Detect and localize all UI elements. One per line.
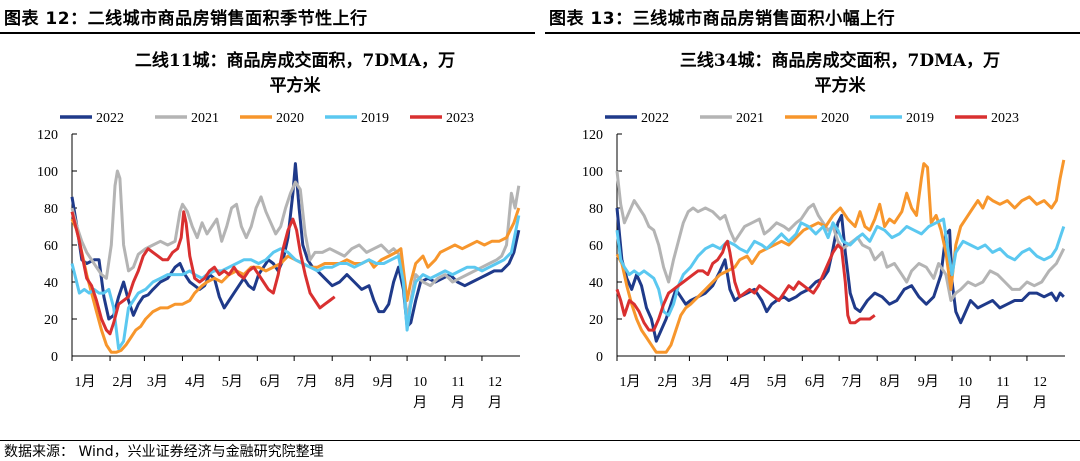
y-tick-label: 80 bbox=[44, 202, 58, 217]
x-tick-label: 12 月 bbox=[488, 375, 502, 411]
series-line-2021 bbox=[615, 170, 1066, 302]
y-tick-label: 20 bbox=[589, 313, 603, 328]
x-tick-label: 2月 bbox=[658, 374, 679, 390]
x-tick-label: 12 月 bbox=[1033, 375, 1047, 411]
x-tick-label: 10 月 bbox=[413, 375, 427, 411]
x-tick-label: 4月 bbox=[730, 374, 751, 390]
series-line-2021 bbox=[70, 169, 521, 321]
series-line-2023 bbox=[615, 239, 876, 332]
legend-label: 2019 bbox=[361, 111, 389, 126]
legend-label: 2023 bbox=[446, 111, 474, 126]
y-tick-label: 100 bbox=[582, 165, 603, 180]
y-tick-label: 80 bbox=[589, 202, 603, 217]
legend-label: 2019 bbox=[906, 111, 934, 126]
title-rule bbox=[0, 32, 535, 34]
legend-label: 2021 bbox=[736, 111, 764, 126]
figure-13-panel: 图表 13：三线城市商品房销售面积小幅上行 三线34城：商品房成交面积，7DMA… bbox=[545, 0, 1080, 440]
legend-label: 2023 bbox=[991, 111, 1019, 126]
x-tick-label: 11 月 bbox=[451, 375, 465, 411]
x-tick-label: 6月 bbox=[260, 374, 281, 390]
y-tick-label: 0 bbox=[51, 350, 58, 365]
figure-title: 图表 12：二线城市商品房销售面积季节性上行 bbox=[4, 9, 368, 29]
series-line-2023 bbox=[70, 210, 336, 336]
x-tick-label: 1月 bbox=[75, 374, 96, 390]
source-note: 数据来源： Wind，兴业证券经济与金融研究院整理 bbox=[4, 444, 324, 460]
series-line-2022 bbox=[615, 207, 1065, 343]
x-tick-label: 11 月 bbox=[996, 375, 1010, 411]
y-tick-label: 0 bbox=[596, 350, 603, 365]
y-tick-label: 60 bbox=[44, 239, 58, 254]
y-tick-label: 40 bbox=[589, 276, 603, 291]
x-tick-label: 2月 bbox=[113, 374, 134, 390]
chart-title-line: 二线11城：商品房成交面积，7DMA，万 bbox=[135, 50, 455, 71]
series-line-2020 bbox=[615, 159, 1066, 354]
x-tick-label: 5月 bbox=[222, 374, 243, 390]
chart-title-line: 平方米 bbox=[270, 75, 322, 96]
legend-label: 2020 bbox=[276, 111, 304, 126]
legend-label: 2022 bbox=[96, 111, 124, 126]
x-tick-label: 9月 bbox=[373, 374, 394, 390]
title-rule bbox=[545, 32, 1080, 34]
x-tick-label: 7月 bbox=[297, 374, 318, 390]
x-tick-label: 5月 bbox=[767, 374, 788, 390]
legend-label: 2021 bbox=[191, 111, 219, 126]
y-tick-label: 40 bbox=[44, 276, 58, 291]
legend-label: 2022 bbox=[641, 111, 669, 126]
x-tick-label: 1月 bbox=[620, 374, 641, 390]
figure-12-panel: 图表 12：二线城市商品房销售面积季节性上行 二线11城：商品房成交面积，7DM… bbox=[0, 0, 535, 440]
chart-title-line: 三线34城：商品房成交面积，7DMA，万 bbox=[680, 50, 1000, 71]
legend-label: 2020 bbox=[821, 111, 849, 126]
series-line-2019 bbox=[615, 217, 1066, 317]
figure-title: 图表 13：三线城市商品房销售面积小幅上行 bbox=[549, 9, 896, 29]
series-line-2020 bbox=[70, 207, 521, 354]
x-tick-label: 9月 bbox=[918, 374, 939, 390]
source-rule bbox=[0, 440, 1080, 441]
y-tick-label: 120 bbox=[37, 128, 58, 143]
y-tick-label: 120 bbox=[582, 128, 603, 143]
x-tick-label: 10 月 bbox=[958, 375, 972, 411]
x-tick-label: 7月 bbox=[842, 374, 863, 390]
chart-title-line: 平方米 bbox=[815, 75, 867, 96]
x-tick-label: 8月 bbox=[880, 374, 901, 390]
x-tick-label: 8月 bbox=[335, 374, 356, 390]
x-tick-label: 3月 bbox=[692, 374, 713, 390]
x-tick-label: 3月 bbox=[147, 374, 168, 390]
y-tick-label: 20 bbox=[44, 313, 58, 328]
x-tick-label: 6月 bbox=[805, 374, 826, 390]
y-tick-label: 100 bbox=[37, 165, 58, 180]
x-tick-label: 4月 bbox=[185, 374, 206, 390]
y-tick-label: 60 bbox=[589, 239, 603, 254]
series-line-2019 bbox=[70, 215, 521, 351]
